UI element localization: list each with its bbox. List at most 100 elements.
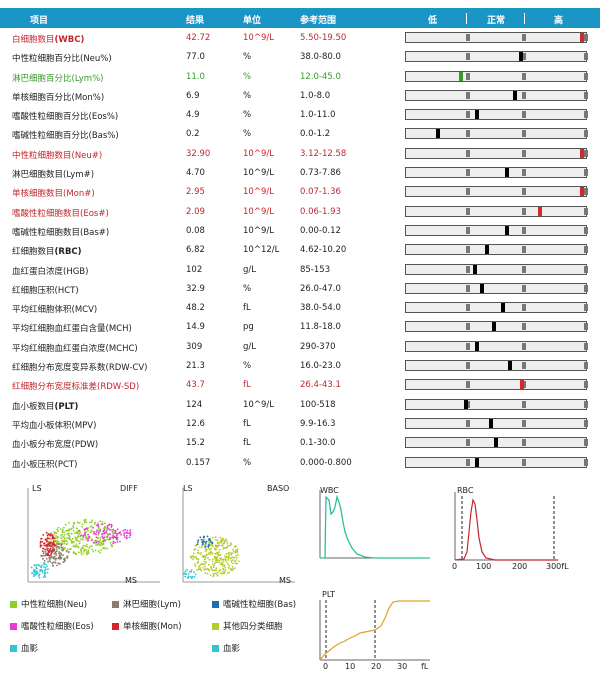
result-marker [492,322,496,332]
test-result: 4.70 [186,168,205,179]
range-indicator-bar [405,70,588,82]
result-marker [580,148,584,158]
legend-label: 中性粒细胞(Neu) [21,600,88,610]
test-result: 0.08 [186,225,205,236]
header-normal: 正常 [487,16,506,26]
range-tick [522,323,526,331]
legend-swatch [112,601,119,608]
test-unit: fL [243,303,251,314]
range-tick [466,53,470,61]
range-indicator-bar [405,186,588,198]
range-tick [584,304,588,312]
result-marker [505,168,509,178]
header-ref: 参考范围 [300,16,337,26]
range-tick [522,284,526,292]
range-indicator-bar [405,128,588,140]
range-tick [466,265,470,273]
test-result: 0.157 [186,457,211,468]
range-indicator-bar [405,437,588,449]
range-tick [522,169,526,177]
range-tick [584,149,588,157]
test-name: 白细胞数目(WBC) [12,35,85,45]
result-marker [501,303,505,313]
legend-swatch [212,601,219,608]
test-result: 6.9 [186,90,200,101]
baso-ms-label: MS [279,576,291,585]
range-tick [584,246,588,254]
range-tick [522,72,526,80]
wbc-histogram-panel: WBC [315,482,435,572]
rbc-tick-100: 100 [476,562,492,571]
test-ref-range: 0.73-7.86 [300,168,341,179]
test-ref-range: 1.0-8.0 [300,90,331,101]
plt-tick-0: 0 [323,662,329,671]
test-unit: 10^9/L [243,206,274,217]
result-marker [580,33,584,42]
range-indicator-bar [405,224,588,236]
test-unit: pg [243,322,254,333]
range-tick [584,111,588,119]
header-high: 高 [554,16,564,26]
test-ref-range: 9.9-16.3 [300,418,336,429]
legend-item: 其他四分类细胞 [212,620,283,632]
range-tick [522,149,526,157]
test-unit: 10^9/L [243,225,274,236]
range-tick [584,91,588,99]
header-result: 结果 [186,16,205,26]
test-name: 平均红细胞体积(MCV) [12,305,98,316]
test-name: 中性粒细胞百分比(Neu%) [12,54,112,65]
range-tick [466,284,470,292]
range-tick [466,130,470,138]
result-marker [480,283,484,293]
wbc-histogram [319,490,430,559]
range-indicator-bar [405,302,588,314]
test-unit: % [243,283,252,294]
range-tick [584,381,588,389]
test-unit: % [243,110,252,121]
range-tick [584,53,588,61]
range-indicator-bar [405,398,588,410]
range-tick [584,362,588,370]
test-name: 红细胞数目(RBC) [12,247,82,258]
range-indicator-bar [405,89,588,101]
legend-item: 淋巴细胞(Lym) [112,598,181,610]
range-tick [584,419,588,427]
legend-label: 单核细胞(Mon) [123,622,182,632]
test-unit: 10^9/L [243,187,274,198]
table-row: 红细胞压积(HCT) 32.9% 26.0-47.0 [0,280,600,299]
test-result: 21.3 [186,361,205,372]
test-abbr: (PLT) [54,401,79,412]
plt-histogram-panel: PLT 0 10 20 30 fL [315,588,440,672]
test-name: 血红蛋白浓度(HGB) [12,266,89,277]
plt-hist-title: PLT [322,590,336,599]
test-ref-range: 3.12-12.58 [300,148,347,159]
test-unit: % [243,361,252,372]
diff-title: DIFF [120,484,138,493]
table-row: 嗜酸性粒细胞数目(Eos#) 2.09 10^9/L 0.06-1.93 [0,203,600,222]
table-row: 嗜酸性粒细胞百分比(Eos%) 4.9% 1.0-11.0 [0,106,600,125]
result-marker [473,264,477,274]
test-unit: 10^9/L [243,148,274,159]
test-name: 淋巴细胞百分比(Lym%) [12,73,104,84]
test-result: 2.09 [186,206,205,217]
test-ref-range: 11.8-18.0 [300,322,341,333]
legend-swatch [212,645,219,652]
range-tick [584,34,588,41]
result-marker [475,457,479,467]
test-unit: fL [243,418,251,429]
range-tick [584,400,588,408]
range-tick [584,458,588,466]
range-tick [584,439,588,447]
baso-scatter [182,488,295,583]
test-unit: 10^9/L [243,168,274,179]
result-marker [494,438,498,448]
test-name: 淋巴细胞数目(Lym#) [12,170,95,181]
rbc-histogram [454,492,558,561]
range-tick [522,207,526,215]
range-tick [466,246,470,254]
legend-swatch [10,645,17,652]
test-ref-range: 290-370 [300,341,336,352]
test-ref-range: 0.00-0.12 [300,225,341,236]
range-tick [584,342,588,350]
result-marker [505,225,509,235]
